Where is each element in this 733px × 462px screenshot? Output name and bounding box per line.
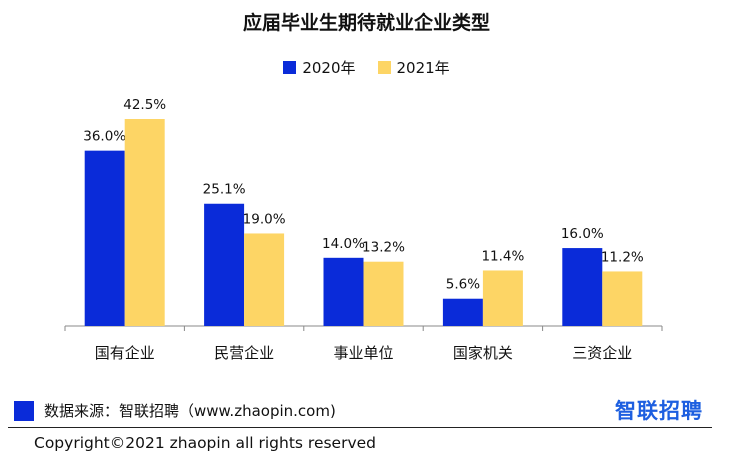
category-label: 事业单位 [333,344,393,362]
chart-legend: 2020年 2021年 [0,57,733,78]
legend-swatch-2021 [377,61,391,74]
legend-item-2020: 2020年 [283,57,356,78]
zhaopin-logo: 智联招聘 [615,399,703,423]
bar-2021 [363,261,404,326]
bar-2020 [442,298,483,326]
copyright-text: Copyright©2021 zhaopin all rights reserv… [34,434,377,452]
source-marker [14,400,34,421]
source-text: 数据来源：智联招聘（www.zhaopin.com) [44,402,336,420]
category-label: 国家机关 [453,344,513,362]
footer-divider [8,427,712,428]
category-label: 民营企业 [214,344,274,362]
data-label: 42.5% [123,97,166,113]
bar-2020 [84,150,125,326]
legend-item-2021: 2021年 [377,57,450,78]
chart-title: 应届毕业生期待就业企业类型 [242,12,490,34]
bar-2021 [244,233,285,326]
data-label: 11.4% [481,248,524,264]
category-label: 三资企业 [572,344,632,362]
data-source: 数据来源：智联招聘（www.zhaopin.com) [14,400,336,421]
bar-chart: 36.0% 42.5% 国有企业 25.1% 19.0% 民营企业 14.0%13.2% 事业… [64,97,663,362]
data-label: 5.6% [446,277,480,293]
bar-2020 [562,248,603,326]
data-label: 36.0% [83,129,126,145]
category-label: 国有企业 [95,344,155,362]
data-label: 11.2% [601,249,644,265]
legend-label-2020: 2020年 [302,59,356,77]
data-label: 19.0% [243,211,286,227]
data-label: 13.2% [362,240,405,256]
bar-2020 [323,257,364,326]
bar-2021 [482,270,523,326]
data-label: 14.0% [322,236,365,252]
legend-label-2021: 2021年 [396,59,450,77]
bar-2021 [602,271,643,326]
bar-2021 [124,119,165,326]
data-label: 16.0% [561,226,604,242]
bar-2020 [204,203,245,326]
data-label: 25.1% [203,182,246,198]
legend-swatch-2020 [283,61,297,74]
